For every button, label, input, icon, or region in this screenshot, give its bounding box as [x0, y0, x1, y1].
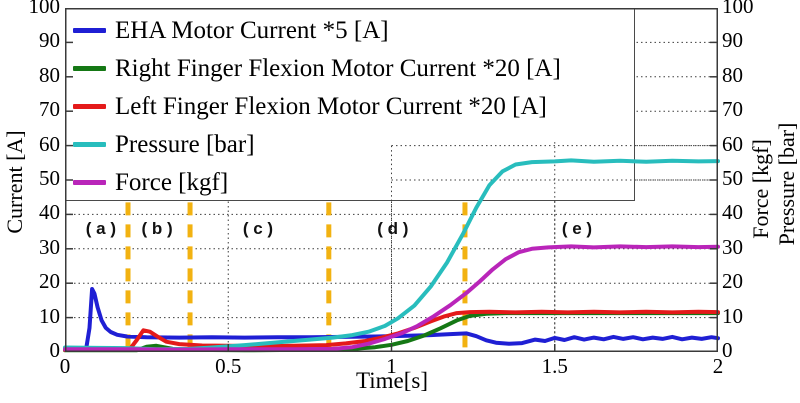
y-tick-label-right: 60 [722, 131, 743, 156]
y-tick-label-right: 20 [722, 269, 743, 294]
y-axis-right-title-pressure: Pressure [bar] [774, 122, 799, 246]
legend-swatch [73, 141, 106, 147]
y-tick-label-right: 90 [722, 28, 743, 53]
legend-item: Pressure [bar] [66, 125, 634, 163]
legend-swatch [73, 65, 106, 71]
y-tick-label-left: 100 [28, 0, 61, 18]
legend-swatch [73, 27, 106, 33]
y-axis-right-title-force: Force [kgf] [748, 139, 773, 239]
legend-label: Left Finger Flexion Motor Current *20 [A… [115, 92, 547, 120]
y-tick-label-left: 20 [39, 269, 60, 294]
region-label: ( e ) [561, 218, 593, 238]
legend-item: EHA Motor Current *5 [A] [66, 11, 634, 49]
region-label: ( c ) [242, 218, 274, 238]
legend-swatch [73, 179, 106, 185]
legend-label: EHA Motor Current *5 [A] [115, 16, 389, 44]
y-tick-label-right: 40 [722, 200, 743, 225]
y-tick-label-right: 70 [722, 97, 743, 122]
x-axis-title: Time[s] [356, 368, 428, 393]
x-tick-label: 1.5 [541, 354, 568, 378]
y-tick-label-right: 50 [722, 166, 743, 190]
y-tick-label-left: 40 [39, 200, 60, 225]
y-tick-label-left: 50 [39, 166, 60, 190]
y-tick-label-left: 80 [39, 62, 60, 87]
y-tick-label-left: 0 [49, 338, 61, 362]
y-tick-label-right: 80 [722, 62, 743, 87]
y-tick-label-left: 70 [39, 97, 60, 122]
region-label: ( a ) [85, 218, 117, 238]
y-tick-label-right: 30 [722, 234, 743, 259]
y-tick-label-left: 30 [39, 234, 60, 259]
legend-item: Left Finger Flexion Motor Current *20 [A… [66, 87, 634, 125]
y-tick-label-left: 90 [39, 28, 60, 53]
legend-swatch [73, 103, 106, 109]
x-tick-label: 1 [386, 354, 397, 378]
y-tick-label-right: 10 [722, 303, 743, 328]
legend-item: Right Finger Flexion Motor Current *20 [… [66, 49, 634, 87]
legend-label: Pressure [bar] [115, 130, 255, 158]
legend-label: Right Finger Flexion Motor Current *20 [… [115, 54, 561, 82]
x-tick-label: 0.5 [215, 354, 242, 378]
region-label: ( d ) [377, 218, 409, 238]
y-tick-label-right: 100 [722, 0, 754, 18]
y-tick-label-left: 10 [39, 303, 60, 328]
x-tick-label: 0 [59, 354, 71, 378]
y-tick-label-left: 60 [39, 131, 60, 156]
plot-area: EHA Motor Current *5 [A] Right Finger Fle… [63, 8, 720, 353]
y-tick-label-right: 0 [722, 338, 733, 362]
region-label: ( b ) [141, 218, 173, 238]
legend-label: Force [kgf] [115, 168, 229, 196]
legend: EHA Motor Current *5 [A] Right Finger Fle… [65, 8, 635, 201]
legend-item: Force [kgf] [66, 163, 634, 201]
x-tick-label: 2 [712, 354, 724, 378]
